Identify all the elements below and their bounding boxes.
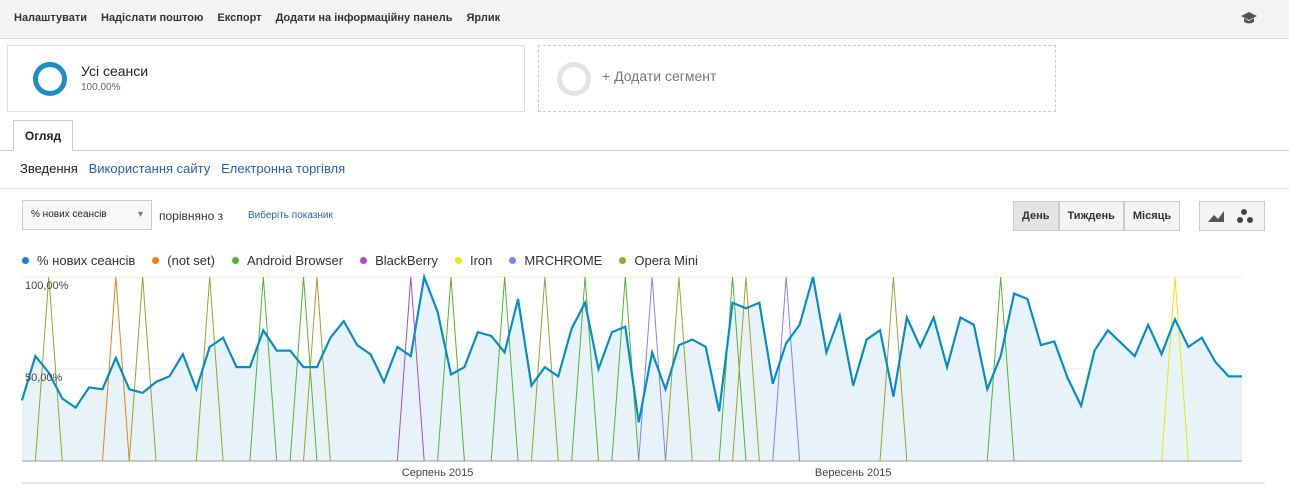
y-tick-label: 50,00% (25, 372, 63, 384)
compare-label: порівняно з (159, 209, 224, 223)
legend-item[interactable]: Iron (454, 253, 493, 268)
segment-name: Усі сеанси (81, 63, 149, 79)
legend: % нових сеансів (not set) Android Browser B… (22, 252, 715, 270)
chart: 50,00% 100,00% Серпень 2015 Вересень 2015 (21, 273, 1265, 484)
toolbar-item[interactable]: Надіслати поштою (101, 12, 204, 24)
legend-dot (360, 257, 368, 264)
period-button[interactable]: День (1013, 201, 1059, 231)
toolbar-item[interactable]: Ярлик (466, 12, 501, 24)
x-tick-label: Вересень 2015 (815, 467, 892, 479)
period-button[interactable]: Місяць (1123, 201, 1181, 231)
legend-item[interactable]: MRCHROME (509, 253, 602, 268)
subnav-item[interactable]: Зведення (20, 161, 78, 176)
legend-item[interactable]: % нових сеансів (22, 253, 135, 268)
segment-ring (33, 62, 67, 96)
toolbar: Налаштувати Надіслати поштою Експорт Додати… (0, 0, 1289, 39)
legend-label: Opera Mini (634, 253, 698, 268)
toolbar-item[interactable]: Налаштувати (14, 12, 87, 24)
period-button[interactable]: Тиждень (1058, 201, 1124, 231)
legend-dot (22, 257, 29, 264)
legend-label: (not set) (167, 253, 215, 268)
academy-icon[interactable] (1240, 11, 1258, 25)
legend-item[interactable]: Opera Mini (619, 253, 698, 268)
legend-item[interactable]: (not set) (152, 253, 215, 268)
legend-label: Iron (469, 253, 493, 268)
segment-card[interactable]: Усі сеанси 100,00% (7, 45, 525, 112)
divider (0, 188, 1289, 189)
legend-dot (454, 257, 462, 264)
legend-dot (619, 257, 627, 264)
chart-type-buttons[interactable] (1199, 201, 1265, 231)
legend-label: MRCHROME (524, 253, 603, 268)
tab-line (0, 150, 1289, 151)
legend-label: BlackBerry (375, 253, 438, 268)
legend-dot (231, 257, 239, 264)
toolbar-item[interactable]: Експорт (217, 12, 262, 24)
legend-item[interactable]: Android Browser (231, 253, 344, 268)
metric-select[interactable]: % нових сеансів ▾ (22, 200, 152, 230)
legend-dot (509, 257, 517, 264)
tab[interactable]: Огляд (13, 120, 73, 151)
segment-share: 100,00% (81, 82, 121, 93)
period-buttons: День Тиждень Місяць (1013, 201, 1181, 231)
segment-ring (557, 62, 591, 96)
subnav-item[interactable]: Використання сайту (88, 161, 211, 176)
toolbar-item[interactable]: Додати на інформаційну панель (275, 12, 453, 24)
metric-label: % нових сеансів (31, 209, 107, 220)
line (21, 273, 1242, 423)
pick-metric[interactable]: Виберіть показник (248, 210, 333, 221)
legend-label: % нових сеансів (37, 253, 136, 268)
x-tick-label: Серпень 2015 (402, 467, 474, 479)
legend-label: Android Browser (246, 253, 344, 268)
legend-dot (152, 257, 160, 264)
add-segment-label: + Додати сегмент (602, 68, 717, 84)
legend-item[interactable]: BlackBerry (360, 253, 438, 268)
chart-type-icons (1208, 209, 1253, 223)
y-tick-label: 100,00% (25, 280, 69, 292)
add-segment[interactable]: + Додати сегмент (538, 45, 1056, 112)
subnav: Зведення Використання сайту Електронна т… (20, 161, 345, 176)
subnav-item[interactable]: Електронна торгівля (221, 161, 346, 176)
